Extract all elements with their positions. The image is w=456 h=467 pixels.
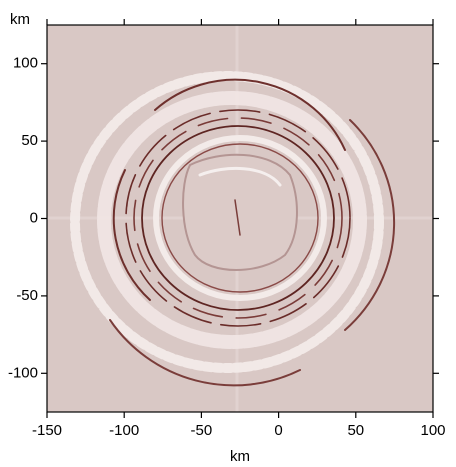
- y-tick-label: 50: [21, 132, 38, 149]
- chart: km km -150 -100 -50 0 50 100 -100 -50 0 50 100: [0, 0, 456, 467]
- x-tick-label: 0: [274, 422, 282, 439]
- x-tick-label: 50: [347, 422, 364, 439]
- y-tick-label: 100: [13, 55, 38, 72]
- y-tick-label: 0: [30, 209, 38, 226]
- x-tick-label: -50: [191, 422, 213, 439]
- y-tick-label: -50: [16, 287, 38, 304]
- y-axis-label: km: [10, 11, 30, 28]
- y-tick-label: -100: [8, 364, 38, 381]
- x-tick-label: -100: [109, 422, 139, 439]
- x-tick-label: -150: [32, 422, 62, 439]
- x-axis-label: km: [230, 448, 250, 465]
- x-tick-label: 100: [420, 422, 445, 439]
